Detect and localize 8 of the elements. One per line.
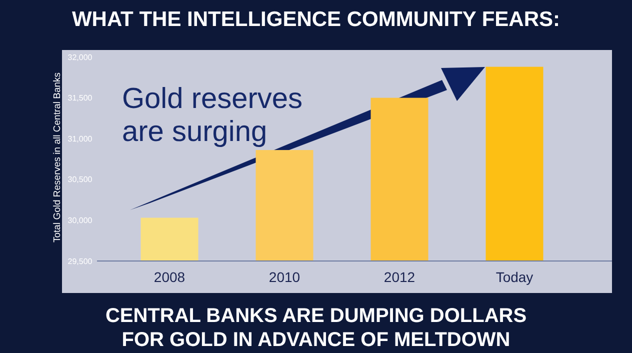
x-tick-label: 2008: [154, 269, 186, 285]
annotation: Gold reserves are surging: [122, 83, 303, 148]
x-tick-label: 2012: [384, 269, 416, 285]
chart-title: WHAT THE INTELLIGENCE COMMUNITY FEARS:: [72, 8, 560, 31]
x-tick-label: Today: [496, 269, 534, 285]
x-tick-label: 2010: [268, 269, 300, 285]
y-axis-title: Total Gold Reserves in all Central Banks: [52, 72, 63, 243]
text: CENTRAL BANKS ARE DUMPING DOLLARS FOR GOLD IN ADVANCE OF MELTDOWN: [105, 305, 527, 351]
